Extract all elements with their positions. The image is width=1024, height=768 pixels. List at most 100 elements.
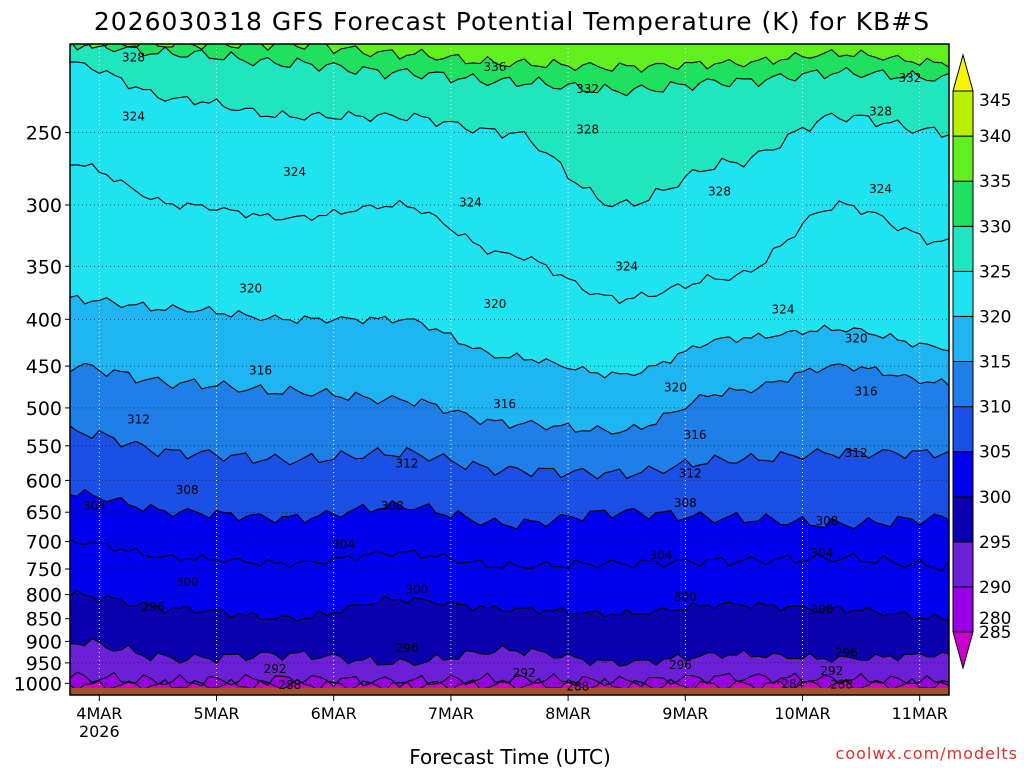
x-axis-label: Forecast Time (UTC) [409,745,611,768]
y-tick-label: 400 [26,309,62,331]
contour-label-320: 320 [664,381,687,395]
contour-label-308: 308 [176,483,199,497]
y-axis: 2503003504004505005506006507007508008509… [14,123,70,695]
y-tick-label: 600 [26,470,62,492]
y-tick-label: 1000 [14,673,62,695]
contour-label-288: 288 [830,677,853,691]
contour-label-328: 328 [122,51,145,65]
contour-label-300: 300 [811,602,834,616]
contour-label-320: 320 [239,281,262,295]
contour-label-layer: 328 336 332 332 324 328 328 324 328 324 324 324 320 3… [83,51,921,694]
colorbar-label: 320 [979,307,1011,327]
contour-label-320: 320 [483,297,506,311]
contour-label-324: 324 [869,182,892,196]
y-tick-label: 300 [26,195,62,217]
contour-label-324: 324 [459,195,482,209]
contour-label-328: 328 [576,122,599,136]
y-tick-label: 450 [26,356,62,378]
y-tick-label: 250 [26,123,62,145]
y-tick-label: 950 [26,653,62,675]
colorbar-segment-330 [952,180,974,227]
colorbar-label: 310 [979,398,1011,418]
contour-312 [70,425,949,480]
contour-label-284: 284 [781,677,804,691]
colorbar-label: 295 [979,533,1011,553]
contour-336 [70,44,949,73]
contour-316 [70,362,949,435]
y-tick-label: 350 [26,256,62,278]
colorbar-label: 345 [979,91,1011,111]
x-tick-label: 7MAR [428,704,474,723]
y-tick-label: 650 [26,502,62,524]
colorbar-segment-295 [952,496,974,543]
y-tick-label: 500 [26,398,62,420]
contour-label-312: 312 [845,446,868,460]
colorbar-segment-315 [952,315,974,362]
temperature-fill-layer [70,44,949,695]
colorbar-segment-335 [952,135,974,182]
contour-label-332: 332 [898,71,921,85]
contour-label-296: 296 [669,658,692,672]
contour-label-300: 300 [405,583,428,597]
contour-label-328: 328 [869,104,892,118]
colorbar-segment-340 [952,90,974,137]
plot-frame [69,43,950,696]
x-tick-label: 10MAR [774,704,830,723]
contour-label-324: 324 [283,165,306,179]
y-tick-label: 550 [26,436,62,458]
colorbar-segment-320 [952,270,974,317]
colorbar-segment-305 [952,406,974,453]
contour-label-312: 312 [679,467,702,481]
contour-label-308: 308 [674,496,697,510]
colorbar-label: 285 [979,623,1011,643]
contour-328 [70,61,949,208]
contour-label-304: 304 [332,537,355,551]
grid-layer [70,44,949,695]
contour-324 [70,162,949,305]
x-tick-label: 9MAR [662,704,708,723]
y-tick-label: 900 [26,631,62,653]
colorbar-label: 315 [979,353,1011,373]
colorbar-upper-triangle [952,53,974,92]
colorbar-label: 340 [979,127,1011,147]
contour-label-304: 304 [83,499,106,513]
contour-label-316: 316 [684,428,707,442]
contour-label-296: 296 [142,600,165,614]
contour-label-324: 324 [122,109,145,123]
contour-label-292: 292 [820,664,843,678]
contour-label-324: 324 [772,302,795,316]
contour-label-316: 316 [249,364,272,378]
contour-line-layer [70,44,949,693]
colorbar-label: 290 [979,578,1011,598]
y-tick-label: 750 [26,559,62,581]
colorbar-segment-310 [952,361,974,408]
credit-label: coolwx.com/modelts [836,744,1018,763]
contour-label-308: 308 [381,499,404,513]
y-tick-label: 850 [26,609,62,631]
contour-label-308: 308 [815,514,838,528]
band-336 [70,44,949,73]
x-tick-label: 11MAR [892,704,948,723]
contour-label-324: 324 [615,259,638,273]
colorbar-segment-290 [952,541,974,588]
colorbar-segment-285 [952,586,974,633]
colorbar-label: 300 [979,488,1011,508]
surface-band [70,688,949,695]
colorbar-label: 335 [979,172,1011,192]
contour-304 [70,538,949,572]
contour-label-316: 316 [855,385,878,399]
contour-label-328: 328 [708,185,731,199]
x-tick-label: 5MAR [193,704,239,723]
contour-300 [70,589,949,623]
contour-label-296: 296 [835,645,858,659]
chart-title: 2026030318 GFS Forecast Potential Temper… [94,7,930,36]
contour-332 [71,44,949,97]
contour-label-288: 288 [278,678,301,692]
x-tick-sublabel: 2026 [79,722,120,741]
y-tick-label: 700 [26,532,62,554]
contour-label-304: 304 [649,549,672,563]
colorbar-label: 305 [979,443,1011,463]
